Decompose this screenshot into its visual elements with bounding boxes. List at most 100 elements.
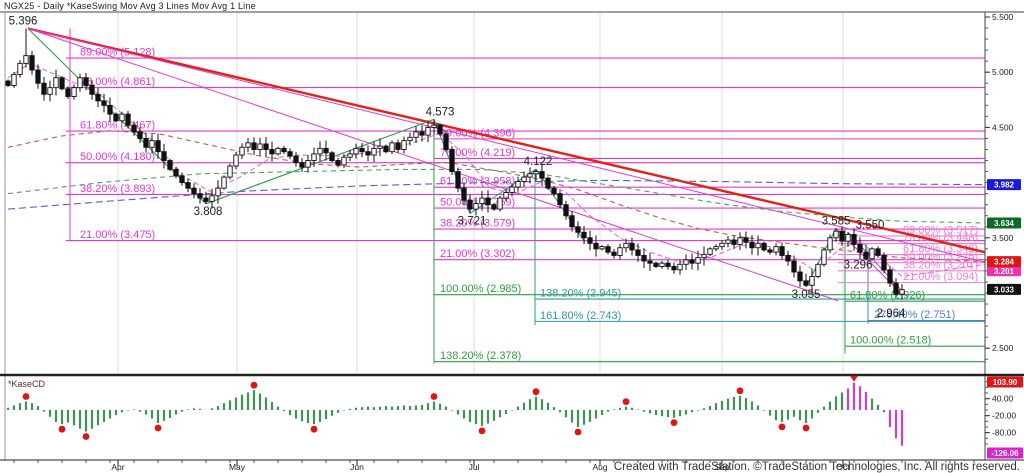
candle-body [65,88,71,97]
candle-body [71,87,77,97]
candle-body [365,151,371,156]
candle-body [377,145,383,149]
candle-body [599,246,605,250]
candle-body [713,246,719,250]
candle-body [263,143,269,150]
candle-body [845,234,851,242]
candle-body [431,124,437,128]
candle-body [671,266,677,271]
candle-body [419,131,425,136]
candle-body [737,237,743,245]
candle-body [275,147,281,155]
candle-body [467,199,473,210]
candle-body [587,237,593,244]
candle-body [245,142,251,148]
fib-from-3.585-label: 89.00% (3.517) [903,224,978,236]
candle-body [503,192,509,199]
candle-body [293,155,299,164]
candle-body [605,246,611,253]
candle-body [317,147,323,155]
candle-body [617,247,623,256]
candle-body [23,55,29,64]
candle-body [539,171,545,179]
candle-body [341,156,347,166]
candle-body [305,160,311,168]
candle-body [77,77,83,89]
candle-body [233,154,239,167]
candle-body [515,181,521,188]
candle-body [623,242,629,249]
kasecd-extreme-dot [154,424,162,432]
candle-body [269,149,275,155]
month-label: Apr [111,462,124,472]
fib-ext-green-3.585-label: 100.00% (2.518) [850,335,931,347]
candle-body [581,231,587,239]
candle-body [701,253,707,259]
kasecd-extreme-dot [802,424,810,432]
price-axis-box [987,179,1021,191]
pivot-label: 5.396 [9,15,38,27]
candle-body [839,230,845,242]
month-label: Jun [350,462,364,472]
candle-body [257,143,263,150]
price-axis-box-value: 3.201 [994,267,1015,276]
candle-body [533,171,539,175]
kasecd-extreme-dot [670,419,678,427]
pivot-label: 4.573 [426,106,455,118]
candle-body [11,73,17,86]
credit-text: Created with TradeStation. ©TradeStation… [613,461,1020,473]
kasecd-extreme-dot [250,381,258,389]
price-axis-box [987,217,1021,229]
candle-body [209,195,215,202]
candle-body [125,113,131,126]
candle-body [527,173,533,178]
fib-from-4.573-label: 78.00% (4.219) [440,147,515,159]
candle-body [653,262,659,267]
candle-body [629,242,635,251]
pivot-label: 4.122 [524,156,553,168]
ma-red [7,130,986,263]
candle-body [227,165,233,178]
candle-body [791,260,797,273]
candle-body [425,126,431,136]
candle-body [557,193,563,206]
kasecd-panel-label: *KaseCD [8,379,46,389]
fib-ext-green-3.585-label: 61.80% (2.926) [850,290,925,302]
fib-from-3.585-label: 38.20% (3.201) [903,259,978,271]
candle-body [809,275,815,286]
candle-body [785,255,791,262]
price-axis-box [987,265,1021,277]
candle-body [575,226,581,233]
candle-body [641,255,647,262]
fib-from-4.573-label: 38.20% (3.579) [440,218,515,230]
fib-ext-teal-4.122-label: 161.80% (2.743) [540,310,621,322]
candle-body [173,168,179,177]
candle-body [35,69,41,84]
fib-from-3.585-label: 78.00% (3.448) [903,232,978,244]
fib-from-5.396-label: 38.20% (3.893) [80,183,155,195]
month-label: Sep [714,462,729,472]
ma-pink [7,62,986,277]
candle-body [95,93,101,102]
month-label: Aug [592,462,607,472]
kasecd-axis-box-value: 103.90 [993,378,1018,387]
candle-body [53,77,59,89]
kasecd-axis-label: 40.00 [992,394,1014,404]
candle-body [551,187,557,195]
kasecd-extreme-dot [478,427,486,435]
month-label: Jul [469,462,480,472]
candle-body [299,162,305,168]
candle-body [185,182,191,189]
candle-body [875,248,881,256]
candle-body [281,147,287,153]
candle-body [545,177,551,189]
candle-body [659,262,665,267]
candle-body [311,153,317,161]
candle-body [731,239,737,245]
pivot-label: 2.964 [877,308,906,320]
candle-body [101,100,107,106]
fib-from-5.396-label: 50.00% (4.180) [80,151,155,163]
candle-body [725,239,731,244]
candle-body [353,147,359,155]
